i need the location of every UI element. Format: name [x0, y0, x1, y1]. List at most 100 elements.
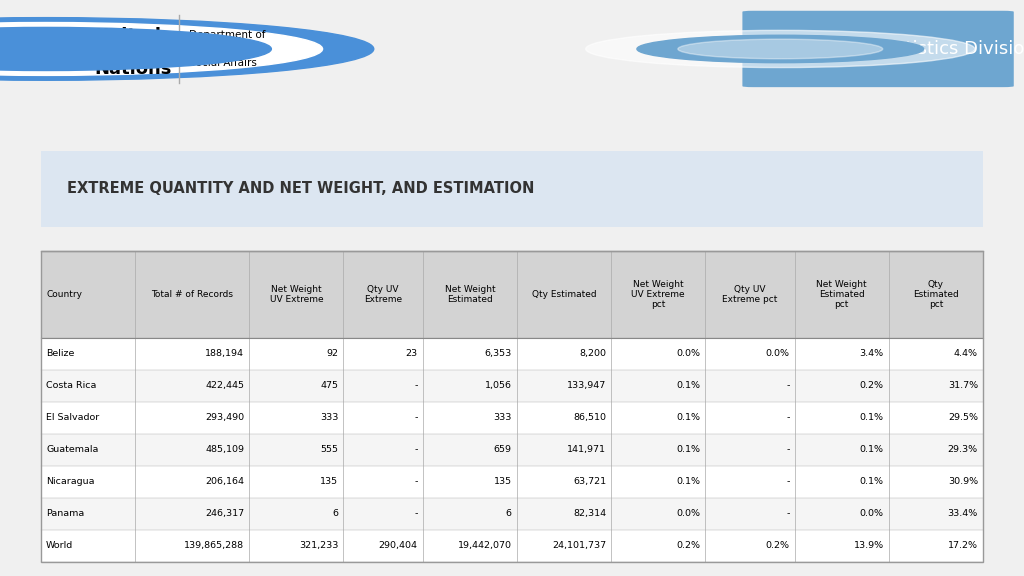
FancyBboxPatch shape — [41, 402, 983, 434]
Text: Total # of Records: Total # of Records — [152, 290, 233, 299]
Text: Net Weight
UV Extreme: Net Weight UV Extreme — [269, 285, 324, 304]
Text: 86,510: 86,510 — [573, 414, 606, 422]
Text: 82,314: 82,314 — [572, 509, 606, 518]
Text: -: - — [415, 445, 418, 454]
Circle shape — [637, 35, 924, 63]
Text: Qty UV
Extreme pct: Qty UV Extreme pct — [722, 285, 777, 304]
Text: Qty UV
Extreme: Qty UV Extreme — [364, 285, 402, 304]
Text: 33.4%: 33.4% — [947, 509, 978, 518]
Text: Country: Country — [46, 290, 82, 299]
Text: Belize: Belize — [46, 350, 75, 358]
Text: Qty Estimated: Qty Estimated — [531, 290, 596, 299]
Text: 6: 6 — [506, 509, 512, 518]
Text: Department of
Economic and
Social Affairs: Department of Economic and Social Affair… — [189, 30, 266, 68]
FancyBboxPatch shape — [41, 338, 983, 370]
Text: 485,109: 485,109 — [205, 445, 244, 454]
Text: 0.1%: 0.1% — [676, 381, 700, 391]
Circle shape — [0, 28, 271, 70]
Text: -: - — [415, 509, 418, 518]
FancyBboxPatch shape — [41, 251, 983, 338]
Text: 422,445: 422,445 — [205, 381, 244, 391]
Text: 0.1%: 0.1% — [676, 478, 700, 486]
Text: Nations: Nations — [94, 59, 172, 78]
FancyBboxPatch shape — [41, 150, 983, 227]
Text: 293,490: 293,490 — [205, 414, 244, 422]
Text: 92: 92 — [327, 350, 338, 358]
Text: 6: 6 — [333, 509, 338, 518]
Text: Panama: Panama — [46, 509, 84, 518]
Text: 475: 475 — [321, 381, 338, 391]
Circle shape — [0, 22, 323, 75]
Text: 0.0%: 0.0% — [676, 350, 700, 358]
Text: 0.0%: 0.0% — [860, 509, 884, 518]
Text: -: - — [786, 445, 790, 454]
Text: -: - — [786, 381, 790, 391]
Text: Qty
Estimated
pct: Qty Estimated pct — [913, 279, 958, 309]
Text: 135: 135 — [494, 478, 512, 486]
Circle shape — [0, 18, 374, 80]
Text: 30.9%: 30.9% — [948, 478, 978, 486]
Text: 0.0%: 0.0% — [676, 509, 700, 518]
Text: 29.3%: 29.3% — [948, 445, 978, 454]
Text: Net Weight
Estimated: Net Weight Estimated — [444, 285, 496, 304]
Text: -: - — [786, 478, 790, 486]
Text: 188,194: 188,194 — [205, 350, 244, 358]
Text: 0.2%: 0.2% — [860, 381, 884, 391]
Text: -: - — [786, 509, 790, 518]
Text: -: - — [415, 381, 418, 391]
Text: 63,721: 63,721 — [572, 478, 606, 486]
Text: 13.9%: 13.9% — [854, 541, 884, 550]
Text: 17.2%: 17.2% — [948, 541, 978, 550]
FancyBboxPatch shape — [742, 11, 1014, 87]
Text: 0.1%: 0.1% — [860, 478, 884, 486]
Text: 135: 135 — [321, 478, 338, 486]
Text: United: United — [94, 27, 161, 46]
Text: 0.2%: 0.2% — [676, 541, 700, 550]
Text: 659: 659 — [494, 445, 512, 454]
Text: 133,947: 133,947 — [567, 381, 606, 391]
Text: 0.1%: 0.1% — [860, 445, 884, 454]
FancyBboxPatch shape — [41, 434, 983, 466]
Text: Costa Rica: Costa Rica — [46, 381, 96, 391]
Text: 4.4%: 4.4% — [954, 350, 978, 358]
Text: Nicaragua: Nicaragua — [46, 478, 94, 486]
Text: 0.1%: 0.1% — [676, 445, 700, 454]
Text: 8,200: 8,200 — [579, 350, 606, 358]
Text: 333: 333 — [494, 414, 512, 422]
Text: 246,317: 246,317 — [205, 509, 244, 518]
Text: Net Weight
UV Extreme
pct: Net Weight UV Extreme pct — [632, 279, 685, 309]
Text: -: - — [415, 478, 418, 486]
Text: 24,101,737: 24,101,737 — [552, 541, 606, 550]
Text: Guatemala: Guatemala — [46, 445, 98, 454]
FancyBboxPatch shape — [41, 530, 983, 562]
Text: 23: 23 — [406, 350, 418, 358]
FancyBboxPatch shape — [41, 370, 983, 402]
Text: 0.1%: 0.1% — [676, 414, 700, 422]
Circle shape — [678, 39, 883, 59]
Text: 206,164: 206,164 — [205, 478, 244, 486]
Text: 1,056: 1,056 — [484, 381, 512, 391]
Text: 290,404: 290,404 — [379, 541, 418, 550]
Text: 19,442,070: 19,442,070 — [458, 541, 512, 550]
Text: World: World — [46, 541, 74, 550]
Text: 141,971: 141,971 — [567, 445, 606, 454]
Circle shape — [586, 31, 975, 67]
Text: 0.0%: 0.0% — [766, 350, 790, 358]
Text: 29.5%: 29.5% — [948, 414, 978, 422]
FancyBboxPatch shape — [41, 466, 983, 498]
Text: 333: 333 — [319, 414, 338, 422]
Text: 321,233: 321,233 — [299, 541, 338, 550]
Text: 0.1%: 0.1% — [860, 414, 884, 422]
Text: -: - — [786, 414, 790, 422]
Text: 0.2%: 0.2% — [766, 541, 790, 550]
Text: 555: 555 — [321, 445, 338, 454]
Text: -: - — [415, 414, 418, 422]
Text: 3.4%: 3.4% — [859, 350, 884, 358]
Text: 31.7%: 31.7% — [948, 381, 978, 391]
Text: 6,353: 6,353 — [484, 350, 512, 358]
Text: El Salvador: El Salvador — [46, 414, 99, 422]
Text: Net Weight
Estimated
pct: Net Weight Estimated pct — [816, 279, 867, 309]
Text: Statistics Division: Statistics Division — [876, 40, 1024, 58]
FancyBboxPatch shape — [41, 498, 983, 530]
Text: EXTREME QUANTITY AND NET WEIGHT, AND ESTIMATION: EXTREME QUANTITY AND NET WEIGHT, AND EST… — [67, 181, 534, 196]
